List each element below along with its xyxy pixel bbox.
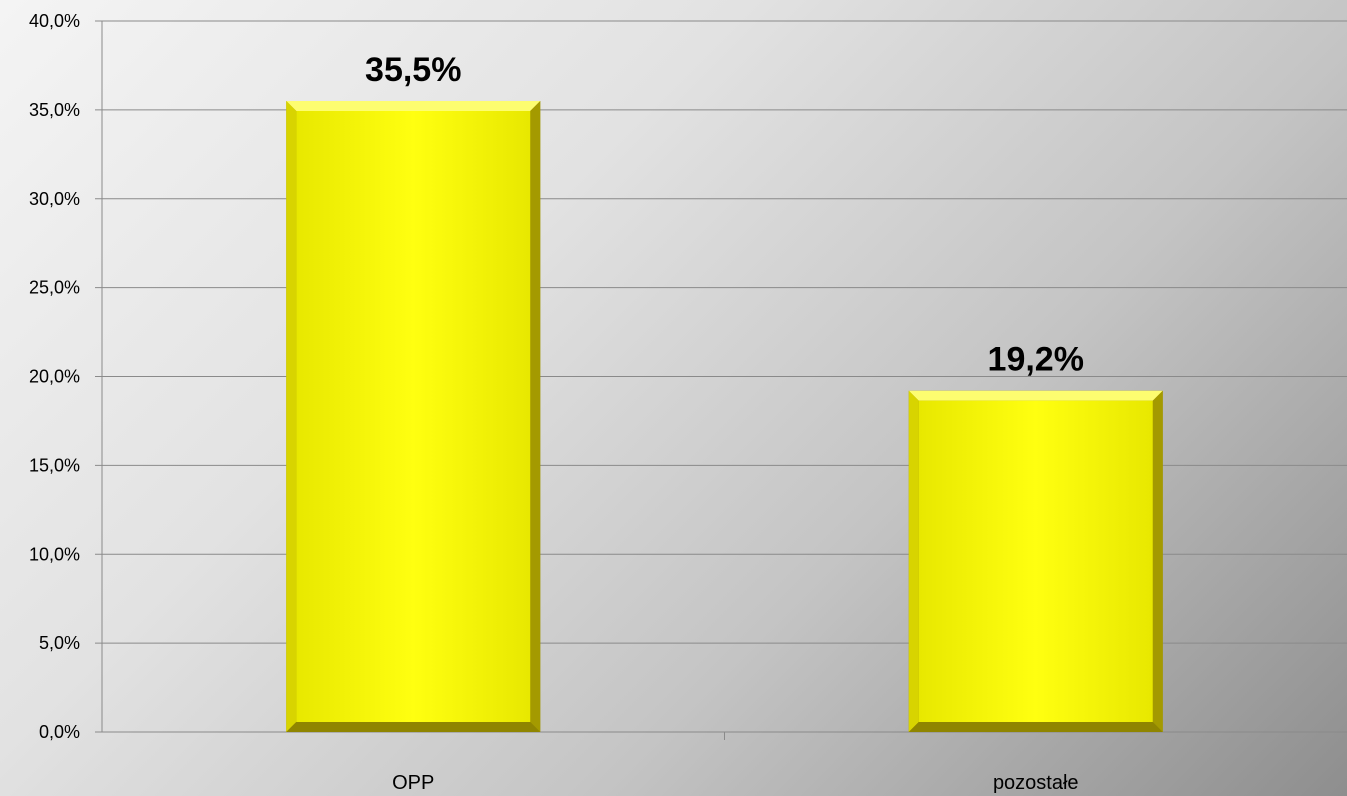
y-tick-label: 20,0% [29, 367, 80, 387]
bars [286, 100, 1163, 733]
bar [908, 390, 1163, 732]
bar-bevel-left [908, 390, 919, 732]
data-label: 19,2% [988, 341, 1084, 379]
bar-bevel-bottom [908, 722, 1163, 732]
data-label: 35,5% [365, 51, 461, 89]
y-tick-label: 10,0% [29, 544, 80, 564]
y-tick-label: 30,0% [29, 189, 80, 209]
bar-bevel-bottom [286, 722, 541, 732]
y-tick-label: 35,0% [29, 100, 80, 120]
bar-bevel-top [908, 390, 1163, 401]
y-tick-label: 25,0% [29, 278, 80, 298]
x-tick-label: OPP [392, 772, 434, 794]
bar-bevel-right [1152, 390, 1163, 732]
bar-face [918, 400, 1153, 722]
y-tick-label: 40,0% [29, 11, 80, 31]
x-tick-label: pozostałe [993, 772, 1079, 794]
bar [286, 100, 541, 733]
bar-bevel-top [286, 100, 541, 111]
y-tick-label: 0,0% [39, 722, 80, 742]
y-tick-label: 5,0% [39, 633, 80, 653]
y-tick-label: 15,0% [29, 455, 80, 475]
bar-bevel-right [530, 100, 541, 733]
bar-face [296, 110, 531, 723]
bar-bevel-left [286, 100, 297, 733]
labels: 0,0% 5,0% 10,0% 15,0% 20,0% 25,0% 30,0% 35,0% 40… [29, 11, 1084, 794]
